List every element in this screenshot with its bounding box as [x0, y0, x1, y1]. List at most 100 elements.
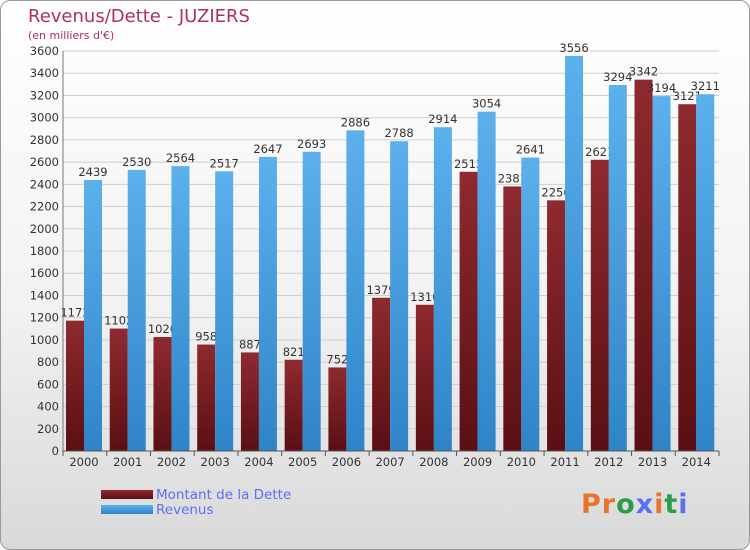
x-tick-label: 2011	[550, 455, 579, 469]
data-label-revenue: 2886	[341, 115, 370, 129]
y-tick-label: 1200	[30, 311, 59, 325]
y-tick-label: 2600	[30, 155, 59, 169]
bar-revenue	[302, 151, 321, 451]
data-label-debt: 1173	[60, 306, 89, 320]
bar-revenue	[521, 157, 540, 452]
bar-debt	[503, 186, 522, 451]
chart-subtitle: (en milliers d'€)	[28, 29, 115, 42]
x-tick-label: 2012	[594, 455, 623, 469]
bar-debt	[590, 159, 609, 451]
bar-debt	[109, 328, 128, 451]
bar-revenue	[652, 96, 671, 451]
axes: 0 200 400 600 800 1000 1200 1400 1600 1800 2000 220…	[30, 44, 720, 469]
bar-debt	[459, 171, 478, 451]
legend-label-revenue: Revenus	[156, 502, 214, 518]
data-label-debt: 2621	[585, 145, 614, 159]
bar-revenue	[127, 169, 146, 451]
data-label-revenue: 3194	[647, 81, 676, 95]
y-tick-label: 3600	[30, 44, 59, 58]
x-tick-label: 2005	[288, 455, 317, 469]
x-tick-label: 2009	[463, 455, 492, 469]
y-tick-label: 800	[37, 355, 59, 369]
x-tick-label: 2000	[69, 455, 98, 469]
data-label-debt: 1316	[410, 290, 439, 304]
bar-revenue	[477, 111, 496, 452]
bar-debt	[328, 367, 347, 451]
bar-revenue	[608, 85, 627, 451]
bar-debt	[634, 79, 653, 452]
data-label-revenue: 2641	[516, 143, 545, 157]
bar-debt	[547, 200, 566, 451]
bar-revenue	[171, 166, 190, 451]
y-tick-label: 2000	[30, 222, 59, 236]
logo-letter: i	[678, 489, 689, 520]
y-tick-label: 3000	[30, 111, 59, 125]
bar-revenue	[346, 130, 365, 452]
x-tick-label: 2014	[682, 455, 711, 469]
data-label-debt: 1379	[366, 283, 395, 297]
data-label-debt: 3121	[673, 89, 702, 103]
data-label-debt: 887	[239, 337, 261, 351]
bar-revenue	[84, 180, 102, 451]
data-label-debt: 1102	[104, 314, 133, 328]
y-tick-label: 200	[37, 422, 59, 436]
x-tick-label: 2001	[113, 455, 142, 469]
bar-revenue	[696, 94, 715, 451]
y-tick-label: 2400	[30, 177, 59, 191]
bar-revenue	[258, 156, 277, 451]
y-tick-label: 400	[37, 400, 59, 414]
data-label-debt: 958	[195, 330, 217, 344]
x-tick-label: 2010	[507, 455, 536, 469]
y-tick-label: 2800	[30, 133, 59, 147]
bar-debt	[415, 304, 434, 451]
data-label-revenue: 2517	[210, 156, 239, 170]
logo-letter: x	[635, 489, 655, 520]
logo-letter: r	[601, 489, 617, 520]
bar-debt	[197, 344, 216, 451]
logo-letter: t	[664, 489, 679, 520]
data-label-debt: 2256	[541, 185, 570, 199]
data-label-revenue: 2788	[384, 126, 413, 140]
y-tick-label: 1400	[30, 288, 59, 302]
chart-title: Revenus/Dette - JUZIERS	[28, 6, 250, 27]
y-tick-label: 1800	[30, 244, 59, 258]
data-label-debt: 2381	[498, 171, 527, 185]
data-label-revenue: 3556	[559, 41, 588, 55]
bar-debt	[372, 297, 391, 451]
bar-revenue	[390, 141, 409, 451]
proxiti-logo: Proxiti	[581, 489, 689, 520]
bar-debt	[153, 337, 172, 451]
legend-label-debt: Montant de la Dette	[156, 487, 292, 503]
y-tick-label: 1000	[30, 333, 59, 347]
data-label-revenue: 2914	[428, 112, 457, 126]
data-label-revenue: 2530	[122, 155, 151, 169]
data-label-debt: 752	[326, 352, 348, 366]
y-tick-label: 0	[52, 444, 59, 458]
data-label-revenue: 2693	[297, 137, 326, 151]
data-label-debt: 821	[283, 345, 305, 359]
x-tick-label: 2002	[157, 455, 186, 469]
data-label-debt: 1026	[148, 322, 177, 336]
data-label-revenue: 2564	[166, 151, 195, 165]
legend-swatch-revenue	[101, 505, 153, 514]
bars: 1173 2439 1102 2530 1026 2564 958 2517 887 2647 82…	[60, 41, 720, 452]
logo-letter: i	[654, 489, 665, 520]
x-tick-label: 2004	[244, 455, 273, 469]
y-tick-label: 2200	[30, 200, 59, 214]
y-tick-label: 1600	[30, 266, 59, 280]
y-tick-label: 3200	[30, 88, 59, 102]
logo-letter: P	[581, 489, 602, 520]
bar-debt	[284, 359, 303, 451]
data-label-revenue: 2439	[78, 165, 107, 179]
data-label-debt: 3342	[629, 65, 658, 79]
x-tick-label: 2006	[332, 455, 361, 469]
bar-debt	[678, 104, 697, 451]
bar-revenue	[433, 127, 452, 451]
x-tick-label: 2003	[201, 455, 230, 469]
x-tick-label: 2007	[375, 455, 404, 469]
logo-letter: o	[616, 489, 636, 520]
y-tick-label: 600	[37, 377, 59, 391]
data-label-revenue: 3054	[472, 97, 501, 111]
bar-revenue	[215, 171, 234, 452]
